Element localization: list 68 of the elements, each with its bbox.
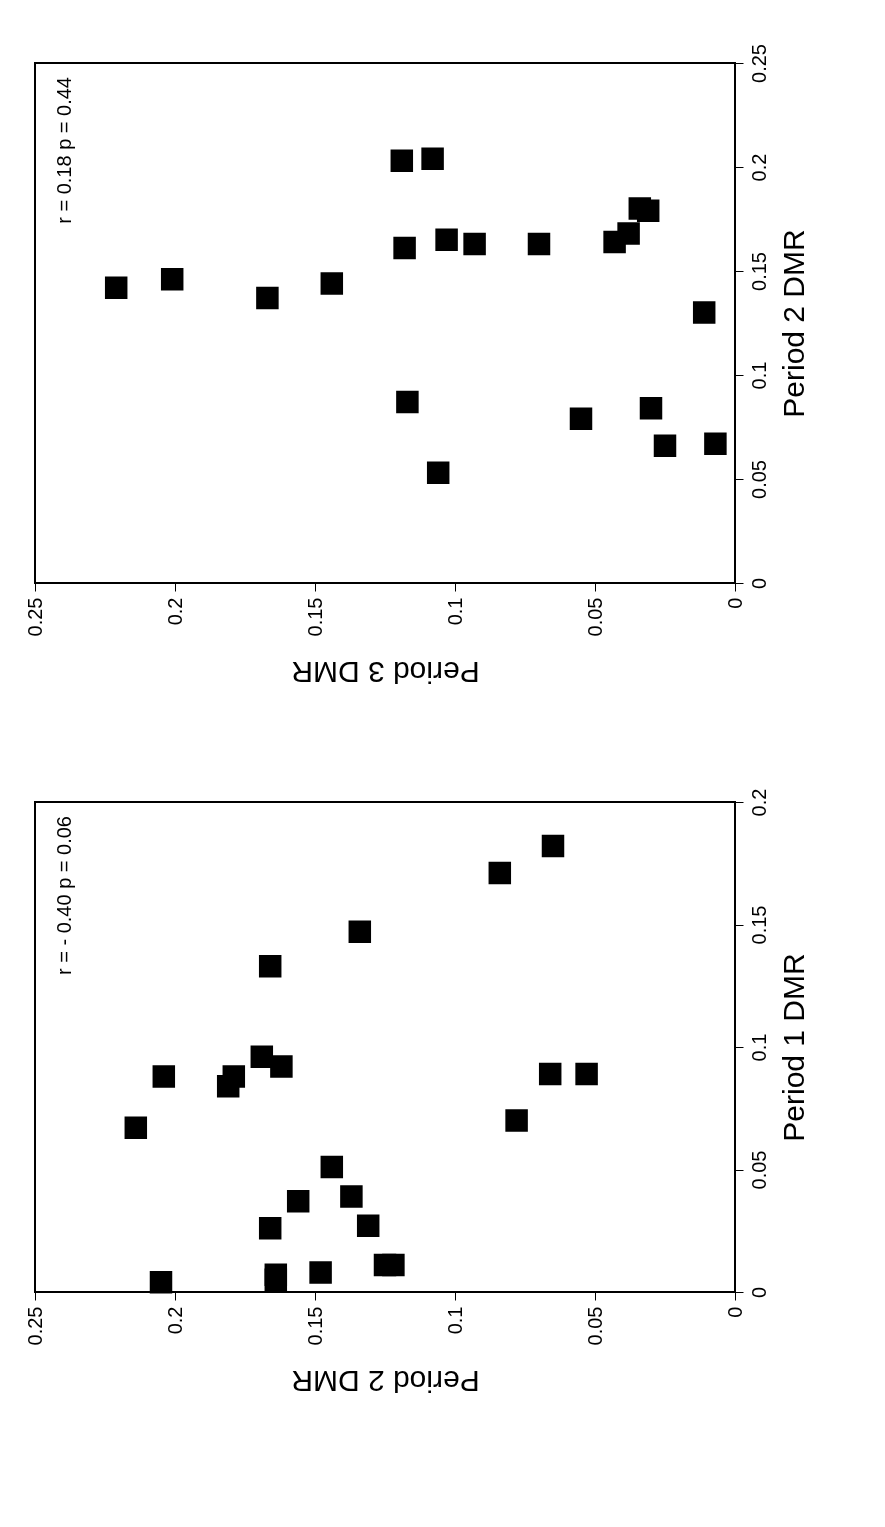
point xyxy=(653,434,677,457)
point xyxy=(435,228,458,252)
point xyxy=(488,861,512,885)
point xyxy=(390,149,414,173)
point xyxy=(356,1214,380,1238)
y-tick-label: 0.2 xyxy=(747,153,770,182)
x-axis-title: Period 2 DMR xyxy=(291,1365,480,1399)
point xyxy=(320,272,344,295)
x-tick-label: 0.25 xyxy=(23,597,46,637)
point xyxy=(340,1185,363,1208)
x-tick-label: 0 xyxy=(723,1306,746,1318)
annotation: r = 0.18 p = 0.44 xyxy=(53,77,75,224)
y-tick-label: 0.2 xyxy=(747,788,770,817)
point xyxy=(320,1155,344,1179)
point xyxy=(348,920,372,944)
point xyxy=(541,834,565,858)
point xyxy=(692,301,716,324)
point xyxy=(426,461,450,485)
point xyxy=(463,232,486,256)
point xyxy=(270,1055,293,1078)
point xyxy=(309,1261,332,1284)
point xyxy=(704,432,727,455)
point xyxy=(286,1190,310,1213)
x-tick-label: 0.1 xyxy=(443,1306,466,1335)
y-tick-label: 0.05 xyxy=(747,460,770,499)
point xyxy=(149,1270,173,1294)
point xyxy=(393,236,416,260)
point xyxy=(575,1062,598,1086)
point xyxy=(396,390,419,414)
x-tick-label: 0.25 xyxy=(23,1306,46,1346)
point xyxy=(569,407,593,430)
y-tick-label: 0.15 xyxy=(747,252,770,291)
point xyxy=(538,1062,562,1086)
x-axis-title: Period 3 DMR xyxy=(291,656,480,690)
x-tick-label: 0.2 xyxy=(163,597,186,626)
x-tick-label: 0.05 xyxy=(583,1306,606,1346)
y-tick-label: 0 xyxy=(747,577,770,590)
point xyxy=(152,1065,176,1088)
point xyxy=(256,286,279,310)
point xyxy=(104,276,128,299)
x-tick-label: 0.05 xyxy=(583,597,606,637)
y-tick-label: 0.1 xyxy=(747,1033,770,1062)
point xyxy=(258,1217,282,1240)
point xyxy=(617,222,640,245)
point xyxy=(421,147,444,170)
point xyxy=(264,1263,288,1287)
point xyxy=(222,1065,246,1088)
y-tick-label: 0.15 xyxy=(747,905,770,945)
y-tick-label: 0.1 xyxy=(747,361,770,390)
y-tick-label: 0.05 xyxy=(747,1150,770,1190)
point xyxy=(258,954,282,978)
x-tick-label: 0 xyxy=(723,597,746,609)
point xyxy=(639,397,663,420)
point xyxy=(382,1253,405,1277)
y-axis-title: Period 1 DMR xyxy=(776,953,810,1142)
annotation: r = - 0.40 p = 0.06 xyxy=(53,816,75,975)
y-tick-label: 0.25 xyxy=(747,44,770,83)
x-tick-label: 0.1 xyxy=(443,597,466,626)
point xyxy=(636,199,660,222)
x-tick-label: 0.2 xyxy=(163,1306,186,1335)
y-axis-title: Period 2 DMR xyxy=(776,229,810,418)
x-tick-label: 0.15 xyxy=(303,597,326,637)
x-tick-label: 0.15 xyxy=(303,1306,326,1346)
y-tick-label: 0 xyxy=(747,1286,770,1299)
point xyxy=(527,232,551,256)
point xyxy=(505,1109,528,1132)
point xyxy=(124,1116,148,1140)
point xyxy=(160,268,184,291)
